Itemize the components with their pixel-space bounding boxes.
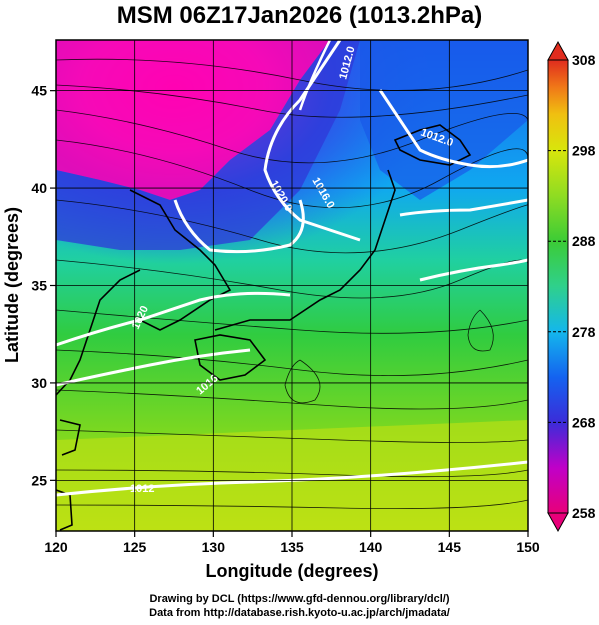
x-tick-label: 130 — [202, 539, 226, 555]
colorbar-scale — [547, 59, 569, 514]
x-tick-label: 120 — [44, 539, 68, 555]
x-tick-label: 150 — [516, 539, 540, 555]
contour-label: 1012 — [130, 483, 154, 495]
isobars — [56, 40, 528, 497]
y-tick-label: 25 — [31, 472, 47, 488]
y-axis: 25 30 35 40 45 — [31, 83, 56, 488]
y-tick-label: 30 — [31, 375, 47, 391]
credits-drawing: Drawing by DCL (https://www.gfd-dennou.o… — [149, 593, 450, 605]
colorbar-tick-label: 278 — [572, 324, 596, 340]
colorbar-ticks: 308 298 288 278 268 258 — [548, 52, 596, 521]
colorbar-tick-label: 288 — [572, 233, 596, 249]
colorbar: 308 298 288 278 268 258 — [547, 40, 596, 533]
x-tick-label: 135 — [280, 539, 304, 555]
y-tick-label: 40 — [31, 180, 47, 196]
credits: Drawing by DCL (https://www.gfd-dennou.o… — [0, 592, 599, 620]
y-axis-title: Latitude (degrees) — [2, 207, 22, 363]
grid-lines — [56, 40, 528, 531]
x-tick-label: 140 — [359, 539, 383, 555]
colorbar-tick-label: 258 — [572, 505, 596, 521]
y-tick-label: 35 — [31, 278, 47, 294]
map-title: MSM 06Z17Jan2026 (1013.2hPa) — [116, 2, 483, 29]
y-tick-label: 45 — [31, 83, 47, 99]
colorbar-tick-label: 268 — [572, 414, 596, 430]
x-axis: 120 125 130 135 140 145 150 — [44, 531, 540, 555]
credits-data: Data from http://database.rish.kyoto-u.a… — [149, 607, 450, 619]
colorbar-bottom-arrow — [547, 512, 569, 533]
x-tick-label: 145 — [438, 539, 462, 555]
wind-streamlines — [56, 58, 528, 510]
colorbar-top-arrow — [547, 40, 569, 61]
colorbar-tick-label: 298 — [572, 143, 596, 159]
colorbar-tick-label: 308 — [572, 52, 596, 68]
x-tick-label: 125 — [123, 539, 147, 555]
coastlines — [56, 124, 472, 531]
x-axis-title: Longitude (degrees) — [205, 561, 378, 581]
